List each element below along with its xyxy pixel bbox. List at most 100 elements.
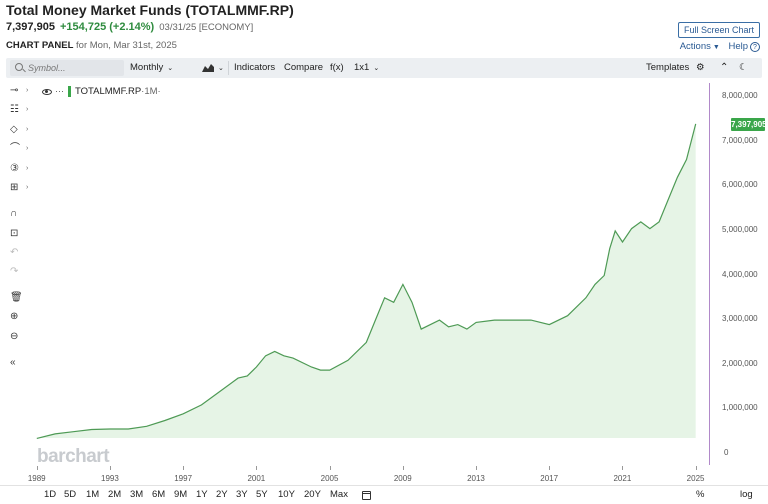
x-tick-mark <box>402 466 404 470</box>
log-toggle[interactable]: log <box>740 489 753 500</box>
eye-icon[interactable] <box>42 88 52 95</box>
y-tick-label: 3,000,000 <box>722 314 758 324</box>
last-value: 7,397,905 <box>6 21 55 33</box>
chart-toolbar: Symbol... Monthly ⌄ ⌄ Indicators Compare … <box>6 58 762 78</box>
shape-tool[interactable]: ◇ › <box>10 123 29 137</box>
calendar-icon[interactable] <box>362 491 371 500</box>
symbol-placeholder: Symbol... <box>28 63 66 73</box>
barchart-logo: barchart <box>37 446 110 467</box>
zoom-in-icon: ⊕ <box>10 311 19 322</box>
pattern-tool[interactable]: ⊞ › <box>10 181 28 195</box>
shape-icon: ◇ <box>10 124 18 135</box>
legend-period: ·1M· <box>141 86 161 98</box>
x-tick-mark <box>36 466 38 470</box>
range-1d-button[interactable]: 1D <box>44 489 57 500</box>
undo-button[interactable]: ↶ <box>10 246 26 260</box>
line-tool[interactable]: ⊸ › <box>10 84 28 98</box>
y-tick-label: 0 <box>724 448 729 457</box>
range-10y-button[interactable]: 10Y <box>278 489 295 500</box>
range-1y-button[interactable]: 1Y <box>196 489 208 500</box>
time-range-bar: % log 1D 5D 1M 2M 3M 6M 9M 1Y 2Y 3Y 5Y 10Y 20Y Max <box>0 485 768 504</box>
legend-symbol: TOTALMMF.RP <box>75 86 142 98</box>
range-6m-button[interactable]: 6M <box>152 489 166 500</box>
zoom-out-icon: ⊖ <box>10 331 19 342</box>
period-label: Monthly <box>130 62 164 73</box>
change-value: +154,725 (+2.14%) <box>60 21 155 33</box>
collapse-toolbar-button[interactable]: ⌃ <box>720 58 728 78</box>
price-chart[interactable] <box>33 83 709 465</box>
redo-button[interactable]: ↷ <box>10 265 26 279</box>
lock-tool[interactable]: ⊡ <box>10 227 26 241</box>
layout-label: 1x1 <box>354 62 370 73</box>
search-icon <box>15 63 23 71</box>
range-20y-button[interactable]: 20Y <box>304 489 321 500</box>
series-line <box>36 123 697 439</box>
y-tick-label: 1,000,000 <box>722 403 758 413</box>
range-9m-button[interactable]: 9M <box>174 489 188 500</box>
range-2m-button[interactable]: 2M <box>108 489 122 500</box>
x-tick-label: 1997 <box>174 474 193 483</box>
x-tick-label: 2013 <box>467 474 485 483</box>
range-max-button[interactable]: Max <box>330 489 348 500</box>
chart-legend: ··· TOTALMMF.RP·1M· <box>42 86 161 97</box>
toolbar-divider <box>228 61 229 75</box>
line-tool-icon: ⊸ <box>10 85 19 96</box>
zoom-in-button[interactable]: ⊕ <box>10 310 26 324</box>
double-chevron-left-icon: « <box>10 357 16 368</box>
function-button[interactable]: f(x) <box>330 62 344 73</box>
panel-title: CHART PANEL <box>6 40 74 51</box>
templates-button[interactable]: Templates <box>646 62 690 73</box>
chevron-down-icon: ⌄ <box>218 65 224 72</box>
x-tick-label: 2017 <box>540 474 559 483</box>
chevron-right-icon: › <box>26 106 29 113</box>
x-tick-label: 1993 <box>101 474 119 483</box>
x-tick-mark <box>183 466 185 470</box>
period-select[interactable]: Monthly ⌄ <box>130 58 173 78</box>
chevron-right-icon: › <box>26 126 29 133</box>
gear-icon: ⚙ <box>696 62 705 73</box>
caret-down-icon: ▼ <box>712 44 720 51</box>
zoom-out-button[interactable]: ⊖ <box>10 330 26 344</box>
range-1m-button[interactable]: 1M <box>86 489 100 500</box>
x-tick-label: 2009 <box>393 474 412 483</box>
arc-tool[interactable]: ⌒ › <box>10 142 28 156</box>
range-5d-button[interactable]: 5D <box>64 489 77 500</box>
fib-tool[interactable]: ☷ › <box>10 103 29 117</box>
trash-icon: 🗑 <box>10 292 23 303</box>
chevron-down-icon: ⌄ <box>167 65 174 72</box>
chart-panel-label: CHART PANEL for Mon, Mar 31st, 2025 <box>6 40 177 51</box>
settings-button[interactable]: ⚙ <box>696 58 705 78</box>
indicators-button[interactable]: Indicators <box>234 62 276 73</box>
y-axis-line <box>709 83 710 465</box>
percent-toggle[interactable]: % <box>696 489 705 500</box>
elliott-wave-tool[interactable]: ③ › <box>10 162 28 176</box>
range-5y-button[interactable]: 5Y <box>256 489 268 500</box>
range-3m-button[interactable]: 3M <box>130 489 144 500</box>
symbol-search-input[interactable]: Symbol... <box>10 60 124 76</box>
x-tick-mark <box>622 466 624 470</box>
wave-count-icon: ③ <box>10 163 19 174</box>
help-icon[interactable]: ? <box>750 42 760 52</box>
theme-toggle-button[interactable]: ☾ <box>739 58 748 78</box>
x-tick-mark <box>695 466 697 470</box>
x-tick-label: 2001 <box>247 474 266 483</box>
compare-button[interactable]: Compare <box>284 62 324 73</box>
arc-icon: ⌒ <box>10 143 20 154</box>
chart-type-select[interactable]: ⌄ <box>202 58 224 78</box>
x-tick-mark <box>329 466 331 470</box>
redo-icon: ↷ <box>10 266 19 277</box>
undo-icon: ↶ <box>10 247 19 258</box>
delete-drawings-button[interactable]: 🗑 <box>10 291 26 305</box>
x-tick-label: 2021 <box>613 474 632 483</box>
layout-select[interactable]: 1x1 ⌄ <box>354 58 379 78</box>
magnet-tool[interactable]: ∩ <box>10 207 26 221</box>
more-options-icon[interactable]: ··· <box>55 86 64 97</box>
quote-date: 03/31/25 [ECONOMY] <box>159 22 254 33</box>
range-2y-button[interactable]: 2Y <box>216 489 228 500</box>
full-screen-chart-button[interactable]: Full Screen Chart <box>678 22 760 38</box>
actions-menu[interactable]: Actions <box>679 41 711 52</box>
range-3y-button[interactable]: 3Y <box>236 489 248 500</box>
fibonacci-icon: ☷ <box>10 104 19 115</box>
collapse-tools-button[interactable]: « <box>10 356 26 370</box>
help-link[interactable]: Help <box>728 41 748 52</box>
